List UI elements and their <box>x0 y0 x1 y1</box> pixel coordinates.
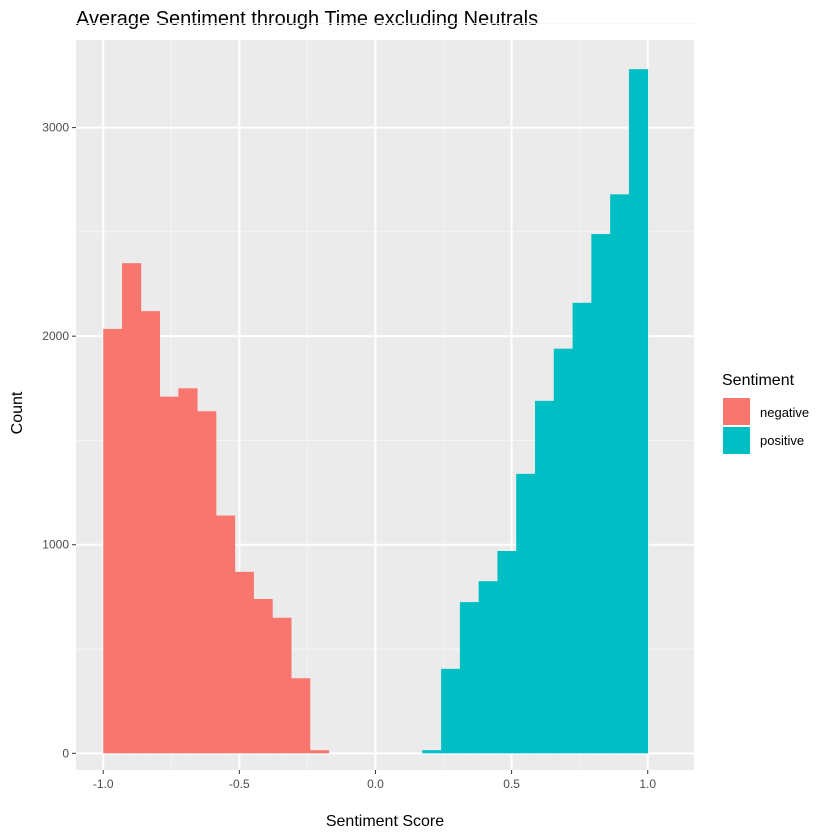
x-axis-title: Sentiment Score <box>326 813 444 830</box>
chart-title: Average Sentiment through Time excluding… <box>76 8 538 30</box>
histogram-bar-negative <box>140 311 160 754</box>
legend-label-positive: positive <box>760 433 804 448</box>
x-tick-label: 1.0 <box>639 777 656 791</box>
histogram-bar-positive <box>553 348 573 754</box>
histogram-bar-negative <box>215 515 236 754</box>
y-tick-label: 0 <box>62 746 69 760</box>
y-tick-label: 2000 <box>42 329 69 343</box>
histogram-bar-positive <box>478 581 498 754</box>
legend: Sentiment negative positive <box>722 372 809 454</box>
histogram-bar-positive <box>459 602 480 754</box>
histogram-bar-negative <box>309 750 330 754</box>
histogram-bar-positive <box>535 400 555 754</box>
histogram-bar-positive <box>591 233 611 754</box>
legend-swatch-positive <box>723 427 750 454</box>
histogram-bar-negative <box>291 678 311 754</box>
y-tick-label: 3000 <box>42 121 69 135</box>
histogram-bar-negative <box>178 388 198 754</box>
histogram-bar-negative <box>159 396 179 754</box>
y-tick-label: 1000 <box>42 538 69 552</box>
x-tick-label: -0.5 <box>229 777 250 791</box>
x-axis: -1.0 -0.5 0.0 0.5 1.0 <box>93 770 656 791</box>
histogram-bar-negative <box>122 263 142 754</box>
histogram-bars <box>103 69 649 754</box>
histogram-bar-positive <box>441 668 461 754</box>
x-tick-label: 0.0 <box>367 777 384 791</box>
legend-label-negative: negative <box>760 405 809 420</box>
histogram-bar-positive <box>610 194 630 754</box>
x-tick-label: 0.5 <box>503 777 520 791</box>
histogram-bar-positive <box>572 302 592 754</box>
minor-gridlines <box>76 22 694 770</box>
x-tick-label: -1.0 <box>93 777 114 791</box>
histogram-bar-positive <box>516 473 536 754</box>
y-axis-title: Count <box>9 391 26 434</box>
histogram-bar-negative <box>103 328 123 754</box>
histogram-bar-negative <box>272 617 292 754</box>
histogram-bar-negative <box>197 411 217 754</box>
legend-swatch-negative <box>723 398 750 425</box>
histogram-bar-negative <box>253 598 273 754</box>
histogram-bar-positive <box>628 69 649 754</box>
y-axis: 0 1000 2000 3000 <box>42 121 76 760</box>
histogram-bar-negative <box>234 571 254 754</box>
histogram-bar-positive <box>422 750 442 754</box>
legend-title: Sentiment <box>722 372 795 389</box>
histogram-bar-positive <box>497 551 517 754</box>
